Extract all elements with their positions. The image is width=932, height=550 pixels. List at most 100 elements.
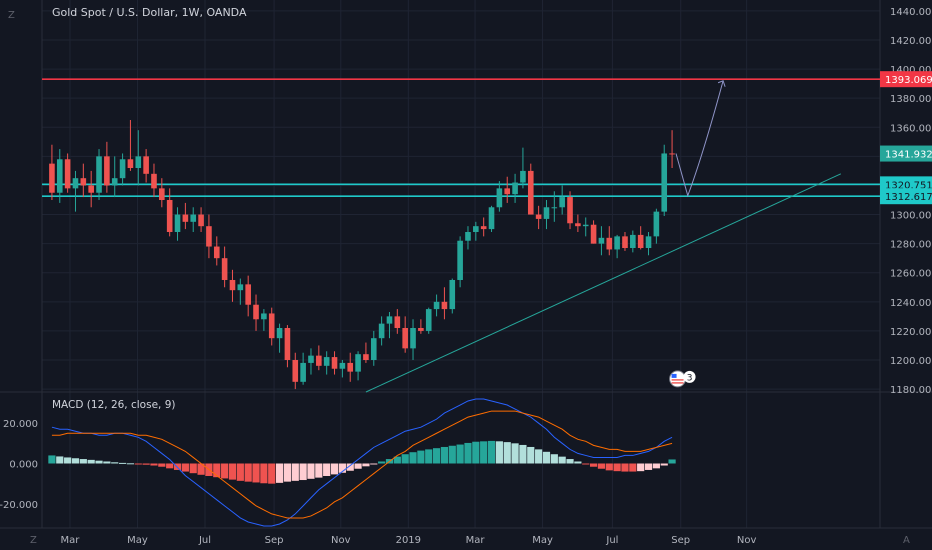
- candle[interactable]: [276, 323, 283, 353]
- candle[interactable]: [410, 319, 416, 360]
- candle[interactable]: [402, 316, 408, 353]
- candle[interactable]: [323, 351, 330, 375]
- candle[interactable]: [370, 330, 377, 366]
- candle[interactable]: [268, 307, 275, 346]
- candle[interactable]: [49, 144, 55, 200]
- candle[interactable]: [64, 153, 71, 193]
- candle[interactable]: [237, 278, 244, 305]
- candle[interactable]: [292, 352, 299, 390]
- auto-scale-button[interactable]: A: [903, 535, 910, 546]
- price-label: 1320.751: [885, 180, 932, 191]
- time-tick-label: Mar: [61, 535, 81, 546]
- candle[interactable]: [159, 178, 165, 208]
- candle[interactable]: [543, 200, 550, 230]
- candle[interactable]: [127, 120, 134, 171]
- candle[interactable]: [520, 147, 526, 189]
- candle[interactable]: [551, 191, 558, 222]
- candle[interactable]: [386, 312, 393, 339]
- macd-histogram-bar: [495, 441, 503, 464]
- candle[interactable]: [198, 207, 204, 232]
- projection-path[interactable]: [675, 80, 724, 198]
- candle[interactable]: [433, 294, 440, 317]
- candle[interactable]: [512, 173, 518, 203]
- candle[interactable]: [166, 188, 173, 237]
- zoom-toggle-bottom[interactable]: Z: [30, 535, 37, 546]
- candle[interactable]: [488, 205, 495, 232]
- candle[interactable]: [622, 232, 628, 251]
- macd-histogram-bar: [432, 448, 441, 464]
- macd-histogram-bar: [236, 463, 244, 481]
- candle[interactable]: [480, 217, 487, 237]
- candle[interactable]: [253, 294, 259, 331]
- candle[interactable]: [190, 207, 197, 232]
- candle[interactable]: [72, 170, 79, 212]
- candle[interactable]: [151, 163, 157, 198]
- time-axis[interactable]: Mar May Jul Sep Nov 2019 Mar Jul May Sep Nov: [61, 535, 757, 546]
- price-axis[interactable]: 1180.000 1200.000 1220.000 1240.000 1260.000…: [890, 7, 932, 396]
- candle[interactable]: [261, 309, 267, 331]
- candle[interactable]: [316, 345, 322, 371]
- candle[interactable]: [535, 205, 542, 230]
- candle[interactable]: [606, 226, 613, 256]
- trendline[interactable]: [365, 173, 842, 393]
- candle[interactable]: [449, 278, 456, 314]
- candle[interactable]: [363, 342, 369, 363]
- candle[interactable]: [637, 226, 644, 250]
- candle[interactable]: [418, 319, 424, 334]
- candle[interactable]: [630, 230, 636, 253]
- candle[interactable]: [378, 316, 385, 346]
- candle[interactable]: [457, 236, 463, 288]
- candle[interactable]: [473, 221, 479, 241]
- macd-line[interactable]: [51, 398, 673, 527]
- candle[interactable]: [111, 156, 118, 198]
- candle[interactable]: [465, 226, 471, 250]
- candle[interactable]: [143, 149, 149, 183]
- candle[interactable]: [669, 130, 675, 168]
- candle[interactable]: [119, 153, 126, 186]
- candle[interactable]: [575, 214, 581, 232]
- economic-events-badge[interactable]: 3: [669, 370, 696, 388]
- candle[interactable]: [135, 130, 142, 186]
- candle[interactable]: [527, 163, 534, 215]
- candle[interactable]: [496, 181, 503, 212]
- candle[interactable]: [221, 246, 228, 288]
- candle[interactable]: [308, 348, 314, 375]
- candle[interactable]: [182, 202, 189, 230]
- candle-body: [308, 355, 314, 363]
- candle[interactable]: [229, 269, 236, 302]
- candle[interactable]: [598, 226, 605, 256]
- candle-body: [213, 246, 220, 259]
- candle[interactable]: [567, 191, 573, 230]
- candle[interactable]: [559, 185, 565, 215]
- candle[interactable]: [355, 351, 361, 381]
- candle[interactable]: [284, 325, 291, 368]
- candle[interactable]: [653, 208, 660, 244]
- candle[interactable]: [80, 163, 87, 198]
- candle[interactable]: [96, 149, 102, 200]
- candle[interactable]: [174, 207, 181, 241]
- candle[interactable]: [206, 214, 212, 259]
- candle[interactable]: [56, 149, 63, 203]
- candle[interactable]: [590, 220, 597, 244]
- candle[interactable]: [104, 141, 110, 193]
- macd-histogram-bar: [644, 463, 653, 470]
- candle[interactable]: [504, 176, 511, 203]
- candle[interactable]: [331, 351, 338, 375]
- candle[interactable]: [614, 234, 620, 259]
- candle[interactable]: [394, 309, 401, 334]
- candle[interactable]: [339, 360, 346, 378]
- candle-body: [96, 156, 102, 193]
- candle[interactable]: [425, 307, 432, 334]
- candle[interactable]: [300, 352, 306, 385]
- macd-histogram-bar: [613, 463, 621, 472]
- candle[interactable]: [245, 275, 251, 317]
- candle[interactable]: [441, 287, 448, 320]
- candle[interactable]: [213, 236, 220, 266]
- candle[interactable]: [661, 144, 668, 216]
- candle[interactable]: [88, 170, 94, 208]
- candle[interactable]: [645, 232, 652, 256]
- signal-line[interactable]: [51, 410, 673, 519]
- candle[interactable]: [582, 217, 589, 237]
- candle[interactable]: [347, 352, 354, 382]
